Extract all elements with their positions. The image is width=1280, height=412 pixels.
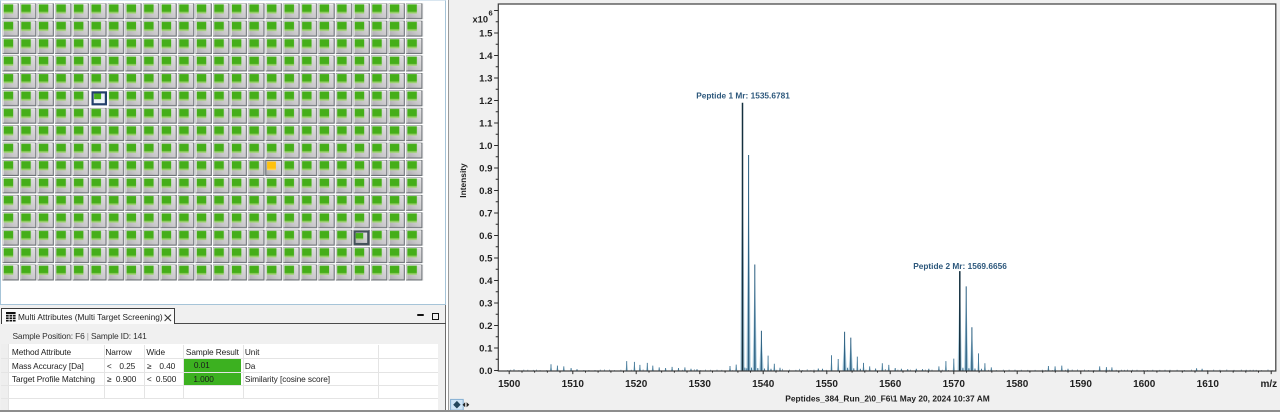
svg-text:1580: 1580 xyxy=(1006,379,1029,390)
svg-text:1600: 1600 xyxy=(1133,379,1156,390)
svg-text:0.5: 0.5 xyxy=(479,253,493,264)
svg-text:1500: 1500 xyxy=(498,379,521,390)
svg-text:x10: x10 xyxy=(472,15,488,25)
svg-text:0.6: 0.6 xyxy=(479,231,492,242)
svg-text:m/z: m/z xyxy=(1261,379,1278,390)
svg-text:1.3: 1.3 xyxy=(479,73,492,84)
svg-text:1610: 1610 xyxy=(1197,379,1220,390)
svg-text:0.4: 0.4 xyxy=(479,276,493,287)
svg-text:1570: 1570 xyxy=(943,379,966,390)
svg-text:1590: 1590 xyxy=(1070,379,1093,390)
svg-text:0.0: 0.0 xyxy=(479,366,492,377)
svg-text:1.0: 1.0 xyxy=(479,141,492,152)
svg-text:1530: 1530 xyxy=(689,379,712,390)
svg-text:0.8: 0.8 xyxy=(479,186,493,197)
svg-text:1510: 1510 xyxy=(562,379,585,390)
svg-text:Peptide 2 Mr: 1569.6656: Peptide 2 Mr: 1569.6656 xyxy=(913,261,1007,271)
svg-text:0.9: 0.9 xyxy=(479,163,492,174)
svg-text:1540: 1540 xyxy=(752,379,775,390)
svg-text:1.1: 1.1 xyxy=(479,118,493,129)
svg-text:1.5: 1.5 xyxy=(479,28,493,39)
svg-text:0.7: 0.7 xyxy=(479,208,492,219)
svg-text:6: 6 xyxy=(489,9,493,18)
svg-text:1560: 1560 xyxy=(879,379,902,390)
svg-text:Peptide 1 Mr: 1535.6781: Peptide 1 Mr: 1535.6781 xyxy=(696,91,790,101)
svg-text:0.1: 0.1 xyxy=(479,343,493,354)
svg-text:1520: 1520 xyxy=(625,379,648,390)
svg-text:Intensity: Intensity xyxy=(458,163,468,198)
svg-text:0.3: 0.3 xyxy=(479,298,492,309)
svg-text:0.2: 0.2 xyxy=(479,321,492,332)
svg-text:1550: 1550 xyxy=(816,379,839,390)
svg-text:1.2: 1.2 xyxy=(479,96,492,107)
svg-text:Peptides_384_Run_2\0_F6\1 May: Peptides_384_Run_2\0_F6\1 May 20, 2024 1… xyxy=(785,394,990,404)
svg-text:1.4: 1.4 xyxy=(479,51,493,62)
